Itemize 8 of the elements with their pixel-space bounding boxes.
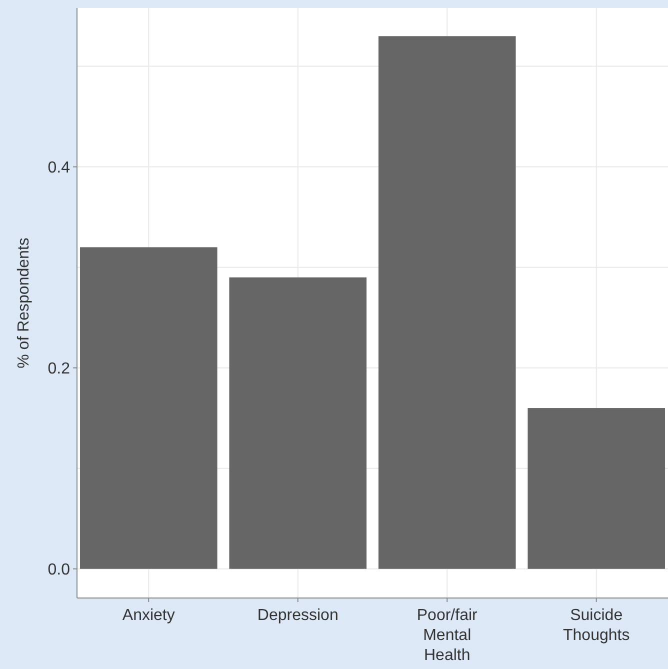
x-tick-label: Depression <box>257 607 338 624</box>
x-tick-label: Poor/fair Mental Health <box>416 607 478 664</box>
y-tick-label: 0.0 <box>48 561 70 578</box>
y-axis-title: % of Respondents <box>16 238 33 368</box>
x-tick-label: Suicide Thoughts <box>563 607 630 644</box>
x-tick-label: Anxiety <box>122 607 175 624</box>
y-tick-label: 0.4 <box>48 159 70 176</box>
y-tick-label: 0.2 <box>48 360 70 378</box>
